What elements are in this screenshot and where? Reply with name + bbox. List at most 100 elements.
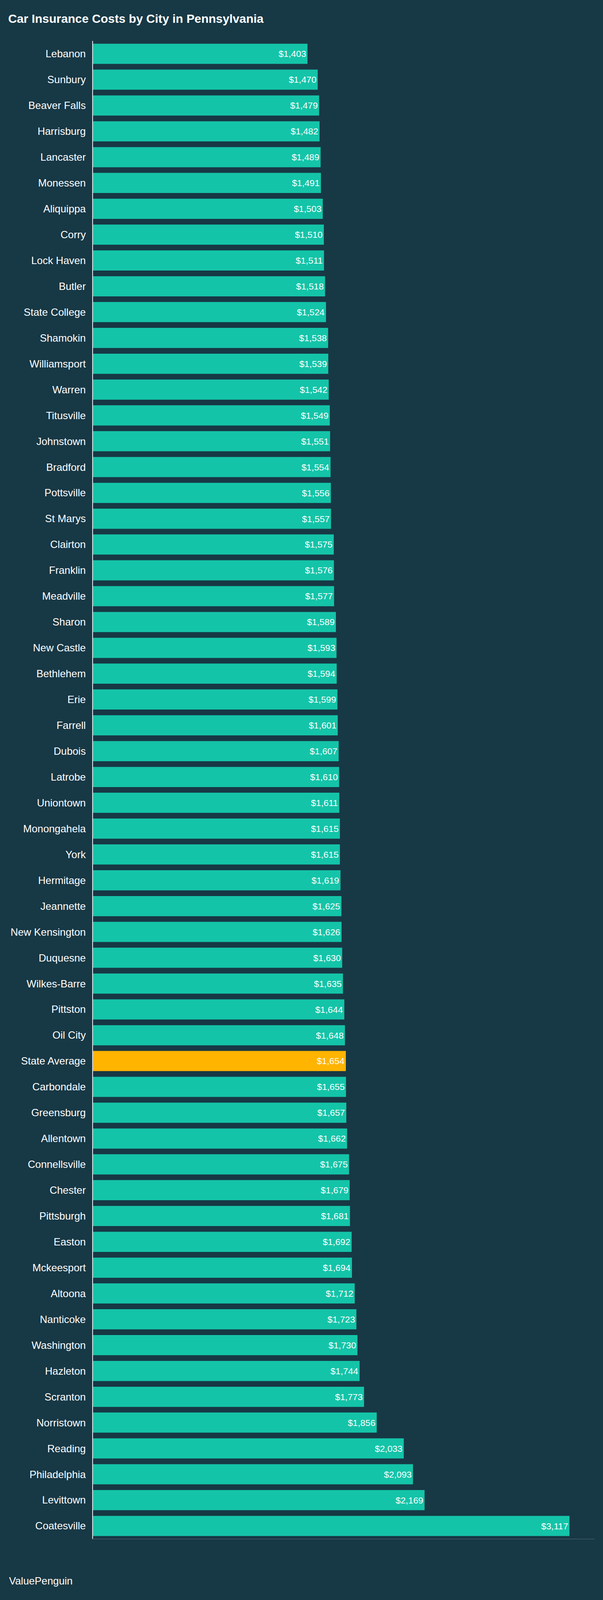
svg-text:$1,575: $1,575: [304, 539, 333, 550]
svg-text:$1,593: $1,593: [307, 642, 336, 653]
svg-text:$1,599: $1,599: [308, 694, 336, 705]
svg-text:Warren: Warren: [52, 383, 86, 396]
svg-text:$1,655: $1,655: [317, 1081, 345, 1092]
svg-text:$1,773: $1,773: [335, 1391, 363, 1402]
svg-text:$1,615: $1,615: [310, 849, 339, 860]
svg-text:Sharon: Sharon: [52, 615, 86, 628]
svg-text:$1,626: $1,626: [312, 926, 341, 937]
svg-text:$1,479: $1,479: [290, 100, 318, 111]
svg-text:Washington: Washington: [31, 1339, 86, 1351]
svg-text:Jeannette: Jeannette: [40, 900, 86, 912]
svg-text:Pittston: Pittston: [51, 1003, 86, 1015]
svg-text:Norristown: Norristown: [36, 1416, 86, 1429]
svg-text:$1,648: $1,648: [316, 1030, 344, 1041]
svg-text:$1,644: $1,644: [315, 1004, 344, 1015]
svg-text:$1,557: $1,557: [301, 513, 330, 524]
svg-text:$1,654: $1,654: [316, 1055, 345, 1066]
svg-text:St Marys: St Marys: [45, 512, 87, 525]
svg-text:Titusville: Titusville: [46, 409, 86, 422]
svg-text:$1,549: $1,549: [300, 410, 329, 421]
svg-text:$3,117: $3,117: [540, 1520, 569, 1531]
svg-text:$1,524: $1,524: [296, 307, 325, 318]
svg-text:Hazleton: Hazleton: [44, 1364, 86, 1377]
svg-text:Oil City: Oil City: [52, 1028, 86, 1041]
svg-text:Erie: Erie: [67, 693, 87, 706]
svg-text:Mckeesport: Mckeesport: [32, 1261, 86, 1274]
svg-text:$1,635: $1,635: [313, 978, 342, 989]
svg-text:$1,615: $1,615: [310, 823, 339, 834]
svg-text:$1,556: $1,556: [301, 487, 330, 498]
svg-text:Hermitage: Hermitage: [37, 874, 86, 886]
svg-text:$1,551: $1,551: [301, 436, 329, 447]
svg-text:Franklin: Franklin: [49, 564, 86, 576]
svg-text:$1,576: $1,576: [304, 565, 333, 576]
svg-text:$1,542: $1,542: [299, 384, 328, 395]
svg-text:$1,723: $1,723: [327, 1314, 355, 1325]
svg-text:Philadelphia: Philadelphia: [29, 1468, 86, 1480]
svg-text:Levittown: Levittown: [42, 1493, 86, 1506]
svg-text:$2,033: $2,033: [374, 1443, 403, 1454]
svg-text:Harrisburg: Harrisburg: [37, 125, 86, 137]
svg-text:Bradford: Bradford: [46, 461, 86, 473]
svg-text:$1,489: $1,489: [291, 152, 320, 162]
svg-text:$1,539: $1,539: [299, 358, 327, 369]
svg-text:Johnstown: Johnstown: [36, 435, 86, 448]
svg-text:Easton: Easton: [53, 1235, 86, 1248]
svg-text:$1,662: $1,662: [318, 1133, 346, 1144]
svg-text:$1,554: $1,554: [301, 462, 330, 473]
svg-text:$1,744: $1,744: [330, 1365, 359, 1376]
svg-text:$1,630: $1,630: [313, 952, 341, 963]
svg-text:$1,607: $1,607: [309, 745, 338, 756]
svg-text:Shamokin: Shamokin: [39, 332, 86, 344]
svg-text:$1,712: $1,712: [325, 1288, 354, 1299]
svg-text:$1,619: $1,619: [311, 875, 339, 886]
svg-text:Butler: Butler: [58, 280, 86, 293]
svg-text:Monongahela: Monongahela: [23, 822, 87, 835]
svg-text:Chester: Chester: [49, 1184, 86, 1196]
svg-text:Carbondale: Carbondale: [32, 1080, 86, 1093]
svg-text:$1,657: $1,657: [317, 1107, 346, 1118]
svg-text:Bethlehem: Bethlehem: [36, 667, 86, 680]
svg-text:$1,538: $1,538: [299, 332, 327, 343]
svg-text:Latrobe: Latrobe: [50, 770, 86, 783]
svg-text:Duquesne: Duquesne: [38, 951, 86, 964]
svg-text:$1,403: $1,403: [278, 48, 307, 59]
svg-text:$1,856: $1,856: [347, 1417, 376, 1428]
svg-text:$1,491: $1,491: [292, 177, 320, 188]
svg-text:$1,503: $1,503: [293, 203, 322, 214]
svg-text:Coatesville: Coatesville: [35, 1519, 86, 1532]
svg-text:$1,730: $1,730: [328, 1339, 357, 1350]
svg-text:Meadville: Meadville: [42, 590, 86, 602]
svg-text:Pittsburgh: Pittsburgh: [39, 1209, 86, 1222]
svg-text:Scranton: Scranton: [44, 1390, 86, 1403]
svg-text:$2,093: $2,093: [384, 1469, 412, 1480]
svg-text:Monessen: Monessen: [37, 177, 86, 189]
svg-text:Car Insurance Costs by City in: Car Insurance Costs by City in Pennsylva…: [8, 12, 264, 26]
svg-text:$1,675: $1,675: [320, 1159, 348, 1169]
svg-text:New Kensington: New Kensington: [10, 926, 86, 938]
svg-text:$1,625: $1,625: [312, 901, 340, 911]
svg-text:$1,510: $1,510: [295, 229, 323, 240]
svg-text:Aliquippa: Aliquippa: [43, 202, 86, 215]
svg-text:Pottsville: Pottsville: [44, 486, 86, 499]
svg-text:Corry: Corry: [60, 228, 87, 241]
svg-text:$1,577: $1,577: [304, 590, 333, 601]
svg-text:Altoona: Altoona: [50, 1287, 87, 1300]
svg-text:$1,511: $1,511: [295, 255, 324, 266]
svg-text:Wilkes-Barre: Wilkes-Barre: [26, 977, 86, 990]
svg-text:Beaver Falls: Beaver Falls: [28, 99, 86, 112]
svg-text:$1,692: $1,692: [322, 1236, 351, 1247]
svg-text:Reading: Reading: [47, 1442, 86, 1455]
svg-text:Connellsville: Connellsville: [27, 1158, 86, 1170]
svg-text:York: York: [65, 848, 87, 861]
svg-text:State College: State College: [23, 306, 86, 318]
svg-text:Dubois: Dubois: [53, 745, 86, 757]
svg-text:$1,610: $1,610: [310, 771, 338, 782]
svg-text:Sunbury: Sunbury: [47, 73, 86, 86]
svg-text:$1,679: $1,679: [320, 1184, 349, 1195]
svg-text:Allentown: Allentown: [40, 1132, 86, 1144]
svg-text:$1,589: $1,589: [307, 616, 335, 627]
svg-text:Clairton: Clairton: [49, 538, 86, 551]
svg-text:Farrell: Farrell: [56, 719, 86, 731]
svg-text:Williamsport: Williamsport: [29, 357, 87, 370]
